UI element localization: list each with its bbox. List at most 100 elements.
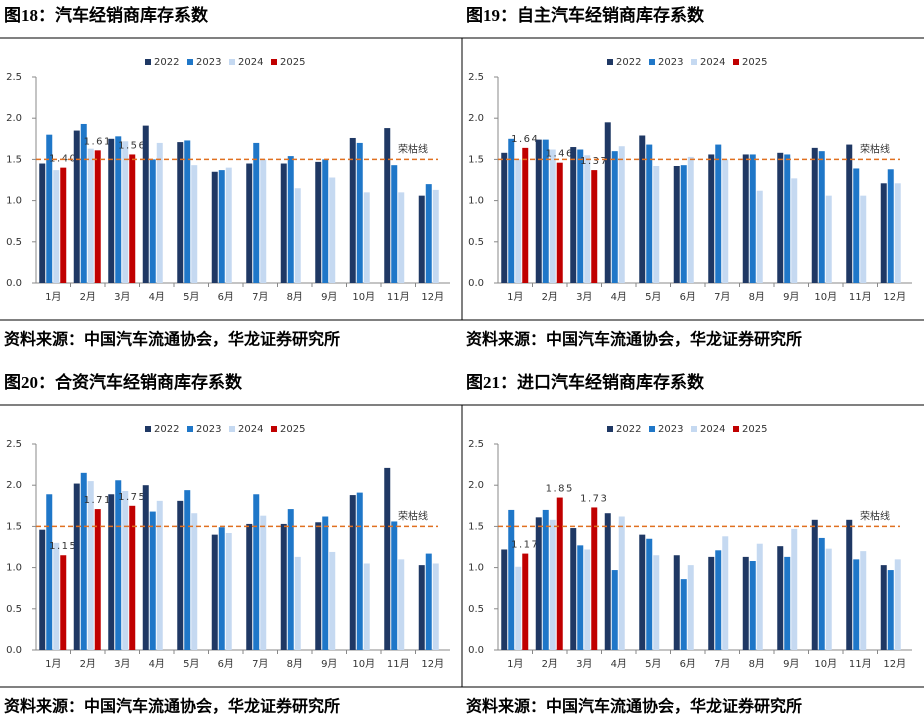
bar [53, 542, 60, 650]
bar [508, 138, 515, 283]
bar [391, 165, 398, 283]
bar [818, 537, 825, 650]
y-tick-label: 1.0 [6, 563, 22, 574]
bar [749, 561, 756, 650]
y-tick-label: 0.0 [6, 645, 22, 656]
bar [853, 168, 860, 283]
bar [46, 494, 53, 650]
x-tick-label: 1月 [507, 291, 523, 303]
bar [294, 188, 301, 283]
bar [218, 527, 225, 650]
legend-swatch [649, 426, 655, 432]
bar [87, 148, 94, 283]
bar [535, 517, 542, 650]
bar [577, 545, 584, 650]
source-note: 资料来源：中国汽车流通协会，华龙证券研究所 [4, 697, 340, 716]
bar [853, 559, 860, 650]
bar [611, 570, 618, 650]
x-tick-label: 5月 [183, 658, 199, 670]
bar [246, 163, 253, 283]
bar [149, 159, 156, 283]
legend-swatch [607, 426, 613, 432]
bar [894, 559, 901, 650]
x-tick-label: 9月 [321, 658, 337, 670]
bar [225, 167, 232, 283]
bar [356, 492, 363, 650]
bar [294, 556, 301, 650]
legend-label: 2024 [700, 57, 725, 68]
bar [570, 528, 577, 650]
bar [177, 142, 184, 283]
legend-swatch [733, 59, 739, 65]
legend-label: 2025 [742, 57, 767, 68]
bar [777, 152, 784, 283]
bar [363, 563, 370, 650]
bar [356, 142, 363, 283]
legend-swatch [691, 426, 697, 432]
bar [556, 162, 563, 283]
x-tick-label: 2月 [542, 658, 558, 670]
bar [177, 500, 184, 650]
legend-swatch [145, 426, 151, 432]
x-tick-label: 8月 [287, 658, 303, 670]
bar [384, 128, 391, 283]
x-tick-label: 6月 [680, 291, 696, 303]
bar [515, 566, 522, 650]
x-tick-label: 4月 [149, 291, 165, 303]
y-tick-label: 2.5 [468, 439, 484, 450]
data-label: 1.85 [546, 484, 574, 495]
x-tick-label: 10月 [814, 658, 837, 670]
reference-label: 荣枯线 [860, 142, 890, 155]
bar [39, 529, 46, 650]
legend-swatch [691, 59, 697, 65]
bar [846, 519, 853, 650]
bar [756, 543, 763, 650]
y-tick-label: 0.5 [468, 237, 484, 248]
source-note: 资料来源：中国汽车流通协会，华龙证券研究所 [4, 330, 340, 349]
bar [384, 467, 391, 650]
bar [549, 149, 556, 283]
bar [94, 150, 101, 283]
bar [329, 551, 336, 650]
bar [184, 490, 191, 650]
reference-label: 荣枯线 [860, 509, 890, 522]
bar [687, 565, 694, 650]
bar [211, 534, 218, 650]
bar [122, 141, 129, 283]
bar [60, 555, 67, 650]
bar [115, 480, 122, 650]
y-tick-label: 2.0 [6, 113, 22, 124]
bar [818, 151, 825, 283]
data-label: 1.75 [118, 492, 146, 503]
x-tick-label: 3月 [114, 658, 130, 670]
legend-label: 2023 [196, 57, 221, 68]
bar [749, 154, 756, 283]
data-label: 1.17 [511, 540, 539, 551]
bar [542, 509, 549, 650]
bar [708, 154, 715, 283]
x-tick-label: 4月 [149, 658, 165, 670]
bar [260, 515, 267, 650]
bar [825, 548, 832, 650]
chart-title: 图21：进口汽车经销商库存系数 [466, 372, 705, 392]
bar [329, 177, 336, 283]
bar [349, 495, 356, 650]
y-tick-label: 2.5 [468, 72, 484, 83]
bar [522, 553, 529, 650]
bar [184, 140, 191, 283]
legend-label: 2024 [700, 424, 725, 435]
legend-label: 2024 [238, 57, 263, 68]
x-tick-label: 9月 [783, 291, 799, 303]
x-tick-label: 3月 [576, 291, 592, 303]
legend-swatch [187, 426, 193, 432]
x-tick-label: 11月 [387, 291, 410, 303]
y-tick-label: 0.0 [468, 278, 484, 289]
bar [73, 130, 80, 283]
x-tick-label: 7月 [714, 291, 730, 303]
bar [501, 549, 508, 650]
x-tick-label: 9月 [321, 291, 337, 303]
bar [542, 139, 549, 283]
bar [556, 497, 563, 650]
bar [315, 522, 322, 650]
x-tick-label: 10月 [814, 291, 837, 303]
